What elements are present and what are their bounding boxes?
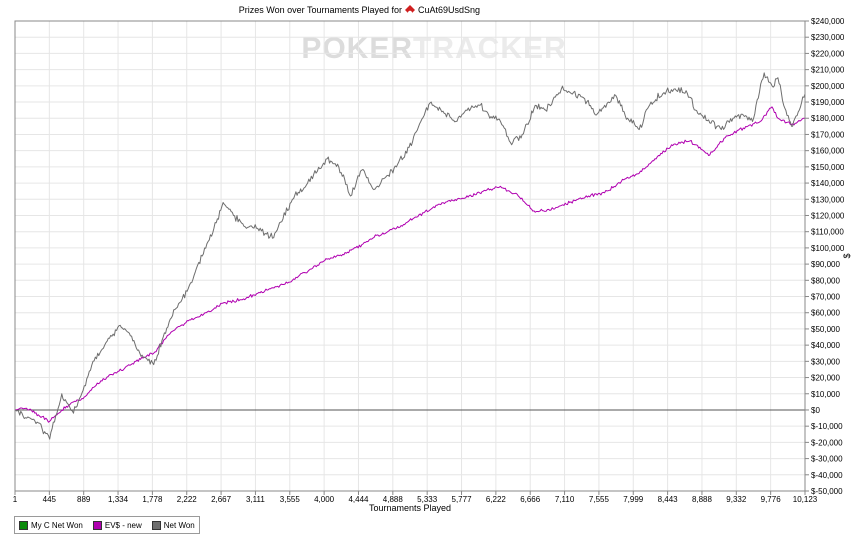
- y-tick-label: $190,000: [811, 98, 845, 107]
- y-tick-label: $70,000: [811, 293, 840, 302]
- x-tick-label: 1,778: [142, 495, 163, 504]
- x-tick-label: 7,110: [555, 495, 575, 504]
- x-tick-label: 4,000: [314, 495, 335, 504]
- y-tick-label: $150,000: [811, 163, 845, 172]
- grid: [15, 21, 805, 491]
- x-tick-label: 889: [77, 495, 91, 504]
- x-tick-label: 7,555: [589, 495, 610, 504]
- y-tick-label: $130,000: [811, 195, 845, 204]
- x-tick-label: 3,111: [246, 495, 265, 504]
- x-tick-label: 4,888: [383, 495, 404, 504]
- y-tick-label: $-50,000: [811, 487, 843, 496]
- x-tick-label: 8,888: [692, 495, 713, 504]
- y-axis-label: $: [842, 253, 852, 258]
- x-tick-label: 3,555: [280, 495, 301, 504]
- series-layer: [14, 72, 806, 440]
- y-tick-label: $50,000: [811, 325, 840, 334]
- y-tick-label: $230,000: [811, 33, 845, 42]
- legend-swatch: [19, 520, 28, 530]
- x-tick-label: 7,999: [623, 495, 644, 504]
- y-tick-label: $110,000: [811, 228, 844, 237]
- y-tick-label: $240,000: [811, 17, 845, 26]
- x-axis-label: Tournaments Played: [369, 503, 451, 513]
- series-line-ev-new: [14, 106, 805, 423]
- y-tick-label: $-10,000: [811, 422, 843, 431]
- y-tick-label: $-20,000: [811, 438, 843, 447]
- x-tick-label: 4,444: [348, 495, 369, 504]
- legend-item-my-c-net-won[interactable]: My C Net Won: [19, 520, 83, 530]
- x-tick-label: 445: [43, 495, 57, 504]
- y-tick-label: $220,000: [811, 49, 845, 58]
- x-tick-label: 8,443: [658, 495, 679, 504]
- y-tick-label: $-40,000: [811, 471, 843, 480]
- y-tick-label: $120,000: [811, 211, 845, 220]
- x-tick-label: 2,667: [211, 495, 232, 504]
- y-tick-label: $-30,000: [811, 455, 843, 464]
- y-tick-label: $90,000: [811, 260, 840, 269]
- chart-title: Prizes Won over Tournaments Played for: [239, 5, 402, 15]
- legend-swatch: [92, 520, 102, 530]
- x-tick-label: 5,333: [417, 495, 438, 504]
- player-name: CuAt69UsdSng: [418, 5, 480, 15]
- legend-swatch: [151, 520, 161, 530]
- y-tick-label: $0: [811, 406, 820, 415]
- legend-item-net-won[interactable]: Net Won: [151, 520, 195, 530]
- y-tick-label: $60,000: [811, 309, 840, 318]
- y-axis-ticks: $240,000 $230,000 $220,000 $210,000 $200,000…: [805, 17, 845, 496]
- y-tick-label: $30,000: [811, 357, 840, 366]
- y-tick-label: $20,000: [811, 374, 840, 383]
- y-tick-label: $80,000: [811, 276, 840, 285]
- x-tick-label: 6,666: [520, 495, 541, 504]
- x-tick-label: 9,332: [726, 495, 747, 504]
- x-tick-label: 6,222: [486, 495, 507, 504]
- y-tick-label: $200,000: [811, 82, 845, 91]
- y-tick-label: $100,000: [811, 244, 845, 253]
- y-tick-label: $10,000: [811, 390, 840, 399]
- x-tick-label: 2,222: [177, 495, 198, 504]
- series-line-net-won: [14, 72, 806, 440]
- x-axis-ticks: 1 445 889 1,334 1,778 2,222 2,667 3,111 3,555 4,0…: [13, 491, 818, 504]
- legend-label: EV$ - new: [104, 520, 142, 530]
- y-tick-label: $210,000: [811, 66, 845, 75]
- x-tick-label: 1,334: [108, 495, 129, 504]
- y-tick-label: $180,000: [811, 114, 845, 123]
- x-tick-label: 5,777: [452, 495, 473, 504]
- x-tick-label: 10,123: [793, 495, 818, 504]
- legend-label: Net Won: [163, 520, 195, 530]
- legend-label: My C Net Won: [31, 520, 83, 530]
- y-tick-label: $40,000: [811, 341, 840, 350]
- plot-frame: [14, 20, 806, 492]
- suit-icon: [405, 5, 415, 16]
- legend: My C Net Won EV$ - new Net Won: [14, 516, 200, 534]
- x-tick-label: 1: [13, 495, 18, 504]
- y-tick-label: $140,000: [811, 179, 845, 188]
- y-tick-label: $160,000: [811, 147, 845, 156]
- x-tick-label: 9,776: [761, 495, 782, 504]
- y-tick-label: $170,000: [811, 130, 845, 139]
- legend-item-ev-new[interactable]: EV$ - new: [92, 520, 142, 530]
